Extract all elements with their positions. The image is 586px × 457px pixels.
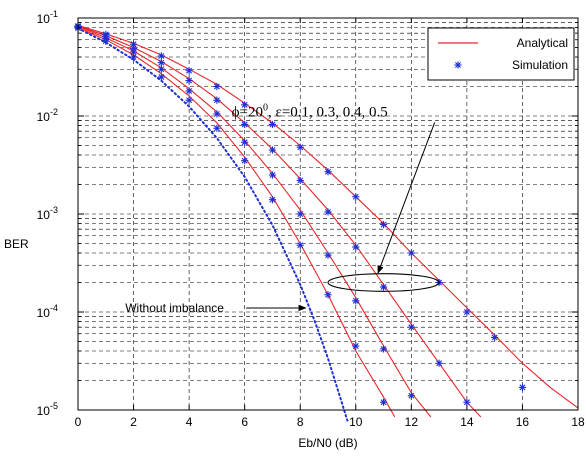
simulation-marker: [102, 31, 109, 38]
x-tick-label: 16: [516, 415, 530, 429]
simulation-marker: [269, 146, 276, 153]
simulation-marker: [380, 221, 387, 228]
x-tick-label: 18: [571, 415, 585, 429]
simulation-marker: [519, 384, 526, 391]
annotations: ϕ=200, ε=0.1, 0.3, 0.4, 0.5 Without imbal…: [125, 102, 439, 314]
simulation-marker: [241, 157, 248, 164]
x-tick-label: 14: [460, 415, 474, 429]
simulation-marker: [352, 297, 359, 304]
y-tick-label: 10-5: [37, 401, 58, 418]
simulation-marker: [463, 399, 470, 406]
x-tick-label: 2: [130, 415, 137, 429]
simulation-marker: [241, 139, 248, 146]
simulation-marker: [297, 242, 304, 249]
simulation-marker: [269, 121, 276, 128]
simulation-marker: [186, 97, 193, 104]
analytical-curve: [78, 26, 431, 417]
legend: Analytical Simulation: [428, 28, 574, 80]
simulation-marker: [324, 291, 331, 298]
simulation-marker: [269, 171, 276, 178]
simulation-marker: [213, 83, 220, 90]
simulation-marker: [241, 121, 248, 128]
legend-marker-swatch: [454, 61, 461, 68]
legend-label: Analytical: [517, 36, 568, 50]
simulation-marker: [213, 110, 220, 117]
simulation-marker: [380, 399, 387, 406]
simulation-marker: [324, 168, 331, 175]
y-axis-label: BER: [4, 237, 29, 251]
simulation-marker: [130, 41, 137, 48]
simulation-marker: [324, 208, 331, 215]
x-tick-label: 4: [186, 415, 193, 429]
x-axis-label: Eb/N0 (dB): [298, 436, 357, 450]
simulation-marker: [352, 243, 359, 250]
x-tick-label: 6: [241, 415, 248, 429]
simulation-marker: [269, 196, 276, 203]
phi-epsilon-arrow: [378, 122, 435, 273]
simulation-marker: [297, 210, 304, 217]
simulation-marker: [463, 308, 470, 315]
simulation-marker: [158, 59, 165, 66]
simulation-marker: [408, 249, 415, 256]
simulation-marker: [352, 193, 359, 200]
x-tick-label: 8: [297, 415, 304, 429]
simulation-marker: [297, 177, 304, 184]
without-imbalance-curve: [78, 28, 347, 420]
simulation-marker: [213, 97, 220, 104]
series-layer: [74, 22, 578, 420]
simulation-marker: [408, 324, 415, 331]
simulation-marker: [491, 334, 498, 341]
analytical-curve: [78, 26, 481, 417]
simulation-marker: [186, 87, 193, 94]
y-tick-label: 10-4: [37, 303, 58, 320]
y-tick-label: 10-3: [37, 205, 58, 222]
simulation-marker: [380, 283, 387, 290]
x-tick-label: 12: [405, 415, 419, 429]
simulation-marker: [213, 125, 220, 132]
legend-label: Simulation: [512, 58, 568, 72]
simulation-marker: [324, 252, 331, 259]
simulation-marker: [380, 345, 387, 352]
simulation-marker: [158, 66, 165, 73]
simulation-marker: [352, 342, 359, 349]
analytical-curve: [78, 25, 578, 408]
without-imbalance-annotation: Without imbalance: [125, 301, 224, 315]
y-tick-label: 10-1: [37, 9, 58, 26]
y-tick-label: 10-2: [37, 107, 58, 124]
simulation-marker: [158, 73, 165, 80]
simulation-marker: [408, 392, 415, 399]
phi-epsilon-annotation: ϕ=200, ε=0.1, 0.3, 0.4, 0.5: [232, 102, 388, 120]
x-tick-label: 10: [349, 415, 363, 429]
simulation-marker: [436, 360, 443, 367]
simulation-marker: [186, 77, 193, 84]
simulation-marker: [158, 52, 165, 59]
simulation-marker: [297, 144, 304, 151]
x-tick-label: 0: [75, 415, 82, 429]
simulation-marker: [186, 67, 193, 74]
analytical-curve: [78, 28, 395, 417]
